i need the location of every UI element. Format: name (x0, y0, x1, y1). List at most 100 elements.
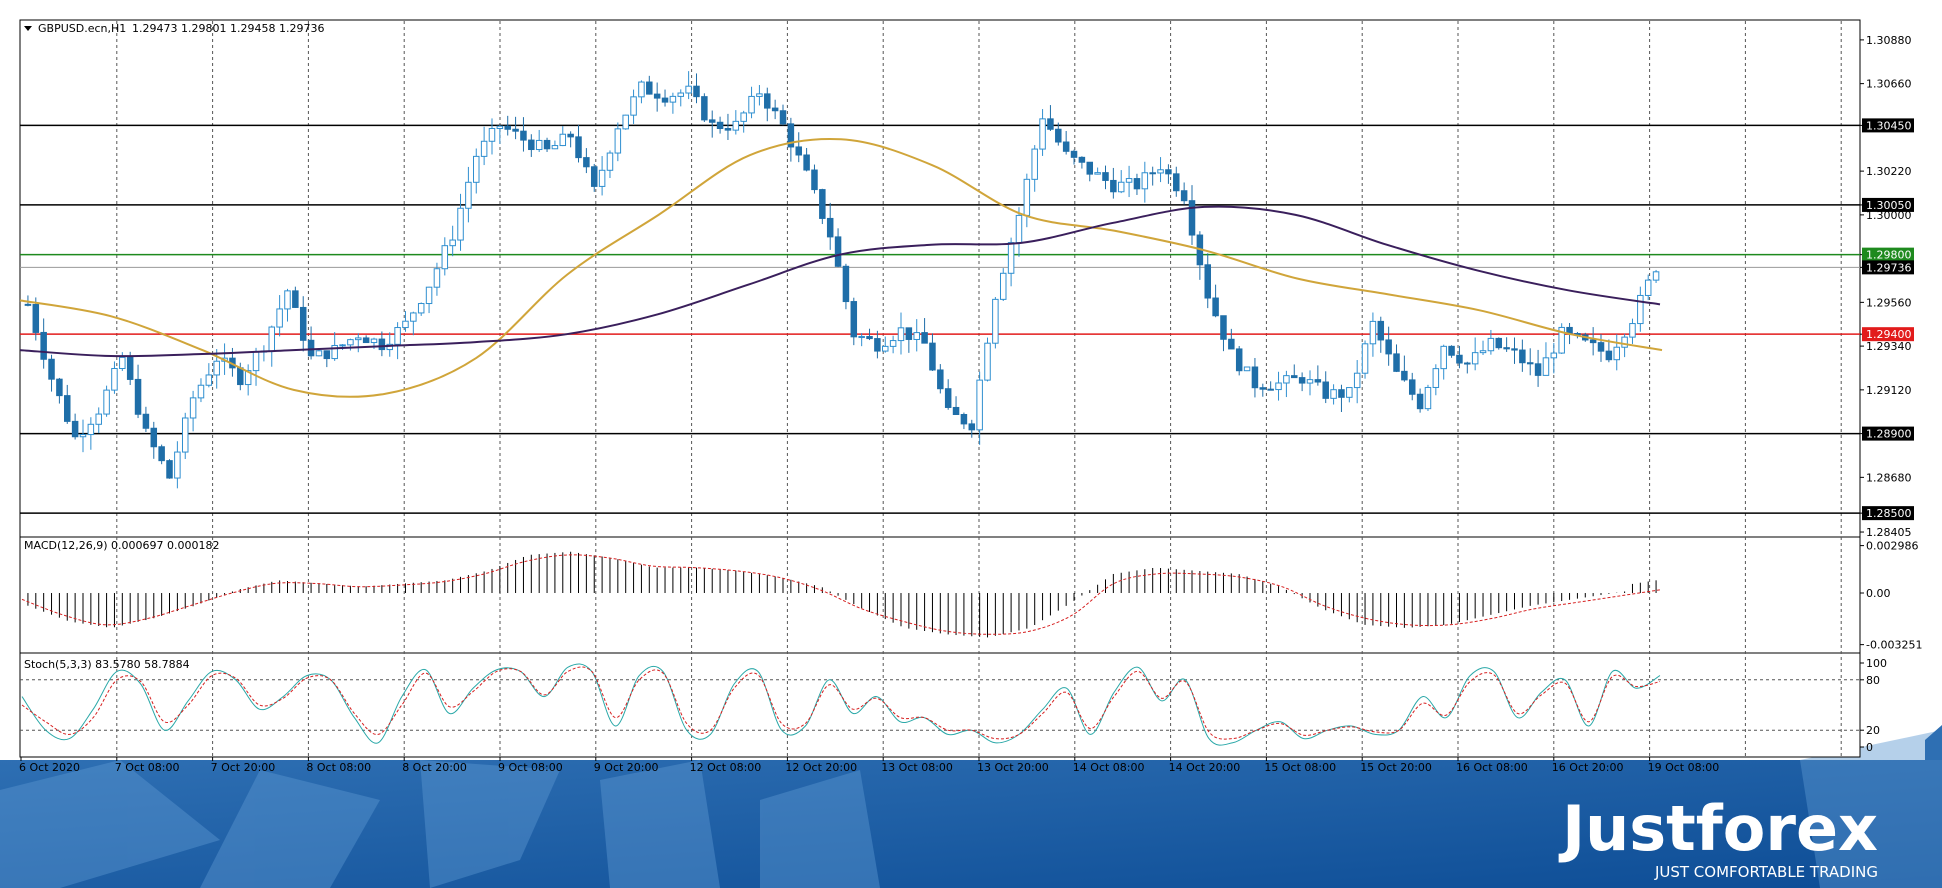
candle-body (181, 417, 189, 453)
candle-body (1338, 389, 1345, 398)
candle-body (457, 207, 464, 241)
time-label: 15 Oct 08:00 (1264, 761, 1336, 774)
candle-body (661, 97, 669, 103)
candle-body (1267, 388, 1274, 391)
stoch-signal-line (21, 666, 1661, 740)
candle-body (158, 446, 165, 462)
candle-body (488, 128, 496, 142)
candle-body (598, 169, 606, 187)
candle-body (1353, 372, 1361, 389)
candle-body (1408, 379, 1416, 395)
candle-body (1243, 366, 1251, 372)
candle-body (347, 339, 354, 346)
candle-body (1102, 172, 1109, 181)
price-tag (1862, 426, 1914, 441)
stoch-pane: Stoch(5,3,3) 83.5780 58.7884 100 80 20 0 (20, 657, 1887, 754)
candle-body (425, 286, 433, 305)
price-tag (1862, 260, 1914, 275)
candle-body (1007, 242, 1015, 274)
candle-body (929, 342, 936, 371)
macd-pane: MACD(12,26,9) 0.000697 0.000182 0.002986… (21, 539, 1922, 652)
candle-body (1385, 339, 1392, 355)
price-label: 1.30880 (1866, 34, 1912, 47)
candle-body (771, 107, 779, 112)
candle-body (331, 344, 338, 360)
symbol-dropdown-icon[interactable] (24, 26, 32, 31)
candle-body (449, 239, 456, 247)
time-label: 13 Oct 20:00 (977, 761, 1049, 774)
candle-body (378, 338, 386, 351)
stoch-axis-label: 0 (1866, 741, 1873, 754)
time-label: 16 Oct 20:00 (1552, 761, 1624, 774)
candle-body (1047, 118, 1054, 130)
stoch-axis-label: 80 (1866, 674, 1880, 687)
candle-body (779, 110, 787, 125)
candle-body (1377, 320, 1385, 341)
candle-body (1180, 190, 1188, 202)
candle-body (79, 434, 87, 438)
candle-body (417, 303, 425, 314)
candle-body (1055, 128, 1062, 143)
candle-body (1173, 173, 1180, 192)
candle-body (976, 379, 983, 431)
candle-body (1031, 148, 1038, 180)
candle-body (1039, 118, 1046, 150)
candle-body (134, 378, 142, 415)
price-label: 1.29560 (1866, 296, 1912, 309)
candle-body (528, 139, 535, 151)
candle-body (307, 339, 315, 357)
candle-body (433, 268, 441, 288)
candle-body (551, 145, 559, 150)
time-label: 9 Oct 20:00 (594, 761, 659, 774)
time-label: 8 Oct 08:00 (306, 761, 371, 774)
candle-body (355, 337, 362, 341)
time-label: 15 Oct 20:00 (1360, 761, 1432, 774)
candle-body (268, 326, 276, 352)
candle-body (1157, 169, 1164, 174)
candle-body (764, 93, 771, 109)
candle-body (1637, 294, 1644, 325)
candle-body (1235, 348, 1243, 372)
candle-body (323, 350, 331, 360)
support-resistance-lines (20, 124, 1860, 514)
candle-body (1589, 339, 1597, 344)
brand-banner (0, 760, 1942, 888)
candle-body (543, 139, 551, 150)
candle-body (677, 92, 685, 97)
candle-body (95, 413, 102, 425)
candle-body (402, 320, 409, 329)
macd-histogram (27, 551, 1657, 638)
candle-body (1070, 150, 1078, 158)
candle-body (669, 95, 677, 103)
candle-body (1298, 377, 1306, 384)
candle-body (638, 81, 645, 98)
macd-axis-label: 0.002986 (1866, 540, 1919, 553)
price-pane-frame (19, 19, 1861, 538)
candle-body (1204, 264, 1211, 299)
candle-body (1448, 345, 1455, 356)
candle-body (71, 420, 79, 438)
candle-body (1015, 214, 1023, 244)
stoch-axis-label: 20 (1866, 724, 1880, 737)
candle-body (1479, 350, 1487, 354)
macd-label: MACD(12,26,9) 0.000697 0.000182 (24, 539, 220, 552)
candle-body (56, 378, 63, 397)
candle-body (1644, 279, 1652, 296)
candle-body (1275, 382, 1282, 391)
candle-body (701, 96, 708, 121)
candle-body (1228, 338, 1235, 350)
candle-body (1605, 350, 1613, 361)
candle-body (1062, 141, 1070, 152)
candle-body (1558, 326, 1565, 354)
candle-body (284, 290, 291, 310)
candle-body (1283, 375, 1290, 384)
price-label: 1.28405 (1866, 526, 1912, 539)
candle-body (819, 189, 826, 219)
brand-logo: Justforex (1558, 792, 1878, 865)
stoch-main-line (21, 663, 1661, 746)
price-axis: 1.30880 1.30660 1.30450 1.30220 1.300501.300… (1860, 34, 1912, 539)
time-label: 12 Oct 08:00 (690, 761, 762, 774)
candlesticks (24, 71, 1660, 489)
time-label: 8 Oct 20:00 (402, 761, 467, 774)
candle-body (583, 157, 590, 168)
